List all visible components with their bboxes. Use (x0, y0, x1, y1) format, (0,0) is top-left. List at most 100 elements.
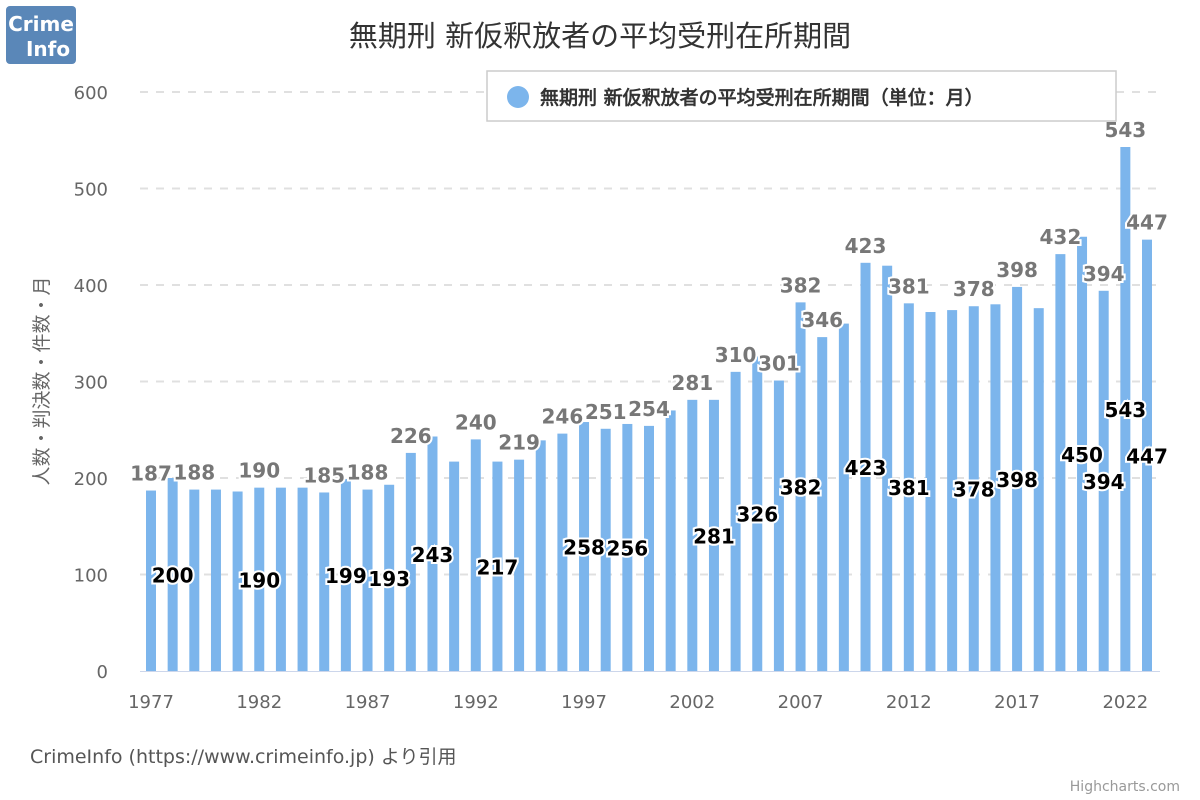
bar-1997[interactable] (579, 422, 590, 671)
data-label-top-1985: 185 (303, 463, 345, 487)
bar-2018[interactable] (1033, 308, 1044, 671)
bar-1994[interactable] (514, 459, 525, 671)
bar-1984[interactable] (297, 487, 308, 671)
data-label-top-2023: 447 (1126, 211, 1168, 235)
bar-2008[interactable] (817, 337, 828, 671)
data-label-top-1989: 226 (390, 424, 432, 448)
y-axis-label: 人数・判決数・件数・月 (31, 276, 53, 485)
source-credit: CrimeInfo (https://www.crimeinfo.jp) より引… (30, 746, 456, 768)
data-label-inner-2017: 398 (996, 468, 1038, 492)
data-label-inner-1997: 258 (563, 536, 605, 560)
bar-2009[interactable] (838, 323, 849, 671)
bar-2002[interactable] (687, 399, 698, 671)
y-tick-label: 600 (74, 83, 108, 104)
bar-2017[interactable] (1012, 286, 1023, 671)
bar-2006[interactable] (773, 380, 784, 671)
bar-1995[interactable] (535, 440, 546, 671)
data-label-top-2015: 378 (953, 277, 995, 301)
bar-1985[interactable] (319, 492, 330, 671)
data-label-inner-2021: 394 (1083, 470, 1125, 494)
bar-2003[interactable] (708, 399, 719, 671)
data-label-top-2002: 281 (671, 371, 713, 395)
data-label-top-2006: 301 (758, 352, 800, 376)
data-label-top-2019: 432 (1040, 225, 1082, 249)
svg-text:Crime: Crime (8, 12, 74, 36)
bar-1989[interactable] (405, 452, 416, 671)
data-label-top-2010: 423 (845, 234, 887, 258)
bar-2014[interactable] (947, 310, 958, 671)
bar-1996[interactable] (557, 433, 568, 671)
x-tick-label: 1987 (345, 692, 391, 713)
data-label-top-2008: 346 (801, 308, 843, 332)
data-label-inner-1986: 199 (325, 564, 367, 588)
x-tick-label: 2017 (994, 692, 1040, 713)
data-label-inner-1999: 256 (606, 536, 648, 560)
data-label-inner-1978: 200 (152, 564, 194, 588)
data-label-inner-2023: 447 (1126, 444, 1168, 468)
highcharts-credit[interactable]: Highcharts.com (1070, 779, 1180, 795)
bar-1988[interactable] (384, 484, 395, 671)
bar-1978[interactable] (167, 478, 178, 671)
data-label-inner-1982: 190 (238, 568, 280, 592)
bar-1981[interactable] (232, 491, 243, 671)
data-label-inner-2007: 382 (780, 476, 822, 500)
bar-2015[interactable] (968, 306, 979, 671)
bar-1987[interactable] (362, 489, 373, 671)
data-label-top-1992: 240 (455, 410, 497, 434)
bar-1986[interactable] (340, 478, 351, 671)
data-label-top-1987: 188 (347, 461, 389, 485)
data-label-inner-2020: 450 (1061, 443, 1103, 467)
legend[interactable]: 無期刑 新仮釈放者の平均受刑在所期間（単位：月） (486, 70, 1117, 122)
x-tick-label: 1977 (128, 692, 174, 713)
bar-1980[interactable] (210, 489, 221, 671)
y-tick-label: 300 (74, 373, 108, 394)
bar-2023[interactable] (1142, 239, 1152, 671)
bar-1979[interactable] (189, 489, 200, 671)
bar-1990[interactable] (427, 436, 438, 671)
crimeinfo-logo: Crime Info (6, 6, 76, 64)
chart-title: 無期刑 新仮釈放者の平均受刑在所期間 (349, 19, 851, 53)
bar-2004[interactable] (730, 371, 741, 671)
bar-2010[interactable] (860, 262, 871, 671)
bar-1992[interactable] (470, 439, 481, 671)
bar-2000[interactable] (644, 425, 654, 671)
x-tick-label: 2012 (886, 692, 932, 713)
bar-1998[interactable] (600, 428, 611, 671)
data-label-top-2007: 382 (780, 273, 822, 297)
data-label-top-2000: 254 (628, 397, 670, 421)
bar-2021[interactable] (1098, 290, 1109, 671)
data-label-top-1977: 187 (130, 462, 172, 486)
data-label-top-2017: 398 (996, 258, 1038, 282)
x-tick-label: 2007 (778, 692, 824, 713)
bar-2012[interactable] (903, 303, 914, 671)
bar-1999[interactable] (622, 423, 633, 671)
bar-1993[interactable] (492, 461, 503, 671)
bar-2019[interactable] (1055, 254, 1066, 671)
legend-label[interactable]: 無期刑 新仮釈放者の平均受刑在所期間（単位：月） (540, 86, 984, 109)
bar-2005[interactable] (752, 356, 763, 671)
bar-1982[interactable] (254, 487, 265, 671)
data-label-inner-1988: 193 (368, 567, 410, 591)
y-tick-label: 200 (74, 469, 108, 490)
y-tick-label: 500 (74, 180, 108, 201)
data-label-top-1994: 219 (498, 431, 540, 455)
bar-2022[interactable] (1120, 147, 1131, 671)
bar-2016[interactable] (990, 304, 1001, 671)
data-label-top-1979: 188 (173, 461, 215, 485)
data-label-top-1982: 190 (238, 459, 280, 483)
data-label-inner-1993: 217 (477, 555, 519, 579)
bar-2001[interactable] (665, 410, 676, 671)
bar-2007[interactable] (795, 302, 806, 671)
x-tick-label: 1997 (561, 692, 607, 713)
bar-2013[interactable] (925, 312, 936, 671)
data-label-inner-2012: 381 (888, 476, 930, 500)
data-label-top-1998: 251 (585, 400, 627, 424)
x-tick-label: 2022 (1102, 692, 1148, 713)
bar-1983[interactable] (275, 487, 286, 671)
bar-2020[interactable] (1077, 236, 1088, 671)
bar-2011[interactable] (882, 265, 893, 671)
bar-1991[interactable] (449, 461, 460, 671)
bar-1977[interactable] (146, 490, 156, 671)
